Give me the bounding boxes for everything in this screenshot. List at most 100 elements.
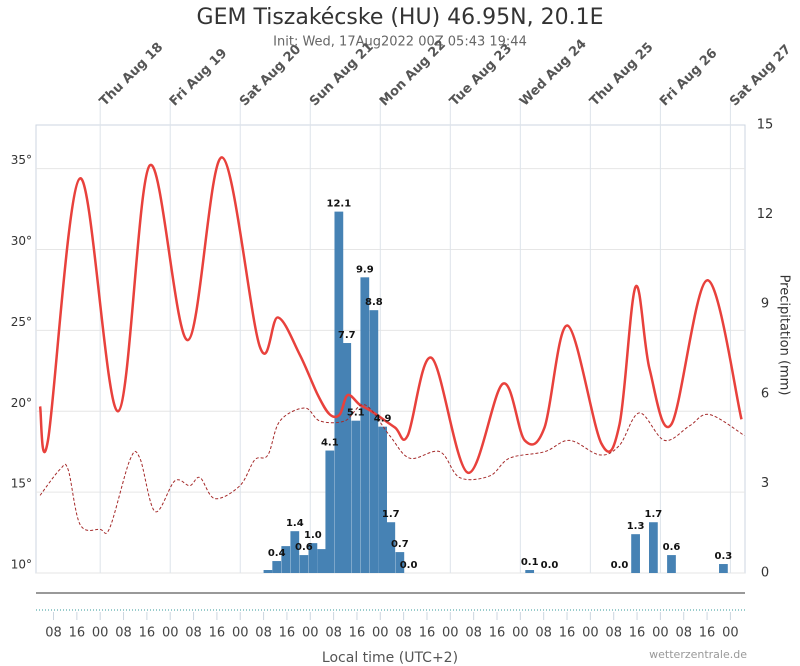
bar-label: 0.1	[521, 557, 539, 568]
bar	[308, 543, 318, 573]
x-tick-label: 08	[115, 626, 132, 641]
bar	[281, 546, 291, 573]
x-tick-label: 16	[629, 626, 646, 641]
x-tick-label: 08	[325, 626, 342, 641]
x-tick-label: 00	[652, 626, 669, 641]
day-label: Thu Aug 25	[587, 40, 656, 109]
y-tick-label: 10°	[11, 558, 32, 572]
bar-label: 1.4	[286, 518, 304, 529]
x-tick-label: 08	[535, 626, 552, 641]
bar-label: 8.8	[365, 297, 383, 308]
y-tick-label: 35°	[11, 153, 32, 167]
y2-tick-label: 15	[757, 118, 774, 133]
bar-label: 1.7	[382, 509, 400, 520]
bar-label: 7.7	[338, 330, 356, 341]
day-label: Sat Aug 20	[237, 42, 304, 109]
bar-label: 4.9	[374, 414, 392, 425]
y2-tick-label: 9	[761, 297, 769, 312]
x-tick-label: 00	[722, 626, 739, 641]
bar	[386, 522, 396, 573]
x-tick-label: 16	[69, 626, 86, 641]
day-label: Fri Aug 26	[657, 46, 720, 109]
x-tick-label: 16	[489, 626, 506, 641]
bar-label: 0.4	[268, 548, 286, 559]
x-tick-label: 08	[465, 626, 482, 641]
x-tick-label: 08	[185, 626, 202, 641]
day-label: Tue Aug 23	[447, 41, 515, 109]
x-tick-label: 16	[559, 626, 576, 641]
y-tick-label: 30°	[11, 234, 32, 248]
x-axis-label: Local time (UTC+2)	[322, 650, 458, 666]
bar-label: 0.3	[715, 551, 733, 562]
chart-subtitle: Init: Wed, 17Aug2022 00Z 05:43 19:44	[273, 35, 527, 50]
line	[39, 404, 745, 534]
bar	[360, 277, 370, 573]
x-tick-label: 16	[209, 626, 226, 641]
wind-strip	[36, 592, 745, 611]
x-tick-label: 16	[419, 626, 436, 641]
y2-tick-label: 3	[761, 476, 769, 491]
bar	[325, 450, 335, 573]
bar	[378, 426, 387, 573]
x-tick-label: 00	[232, 626, 249, 641]
day-label: Thu Aug 18	[97, 40, 166, 109]
day-label: Sat Aug 27	[727, 42, 794, 109]
bar	[272, 561, 282, 573]
bar-label: 12.1	[327, 199, 352, 210]
bar	[317, 549, 327, 573]
x-tick-label: 08	[45, 626, 62, 641]
x-tick-label: 00	[442, 626, 459, 641]
y2-axis-label: Precipitation (mm)	[777, 275, 792, 396]
y2-tick-label: 6	[761, 386, 769, 401]
bar-label: 4.1	[321, 438, 339, 449]
x-tick-label: 00	[302, 626, 319, 641]
y2-tick-label: 12	[757, 207, 774, 222]
x-tick-label: 00	[372, 626, 389, 641]
y-tick-label: 20°	[11, 396, 32, 410]
bar	[263, 570, 273, 573]
bar	[342, 343, 352, 573]
x-tick-label: 00	[162, 626, 179, 641]
x-tick-label: 00	[582, 626, 599, 641]
bar	[525, 570, 535, 573]
bar-label: 1.0	[304, 530, 322, 541]
bar-label: 0.6	[295, 542, 313, 553]
bar	[667, 555, 676, 573]
x-tick-label: 08	[255, 626, 272, 641]
x-tick-label: 08	[395, 626, 412, 641]
bar	[299, 555, 309, 573]
bar-label: 0.0	[400, 560, 418, 571]
chart-title: GEM Tiszakécske (HU) 46.95N, 20.1E	[197, 5, 604, 30]
bar-label: 1.3	[627, 521, 645, 532]
bar-label: 0.0	[611, 560, 629, 571]
x-tick-label: 16	[139, 626, 156, 641]
bar	[351, 420, 361, 573]
bar-label: 0.0	[541, 560, 559, 571]
x-tick-label: 00	[512, 626, 529, 641]
day-label: Sun Aug 21	[307, 40, 377, 110]
x-tick-label: 16	[349, 626, 366, 641]
bar-label: 5.1	[347, 408, 365, 419]
bar	[649, 522, 658, 573]
x-tick-label: 00	[92, 626, 109, 641]
bar	[290, 531, 300, 573]
bar-label: 0.7	[391, 539, 409, 550]
x-tick-label: 08	[675, 626, 692, 641]
x-tick-label: 16	[279, 626, 296, 641]
bar	[369, 310, 379, 573]
x-tick-label: 16	[699, 626, 716, 641]
bar-label: 9.9	[356, 264, 374, 275]
y2-tick-label: 0	[761, 566, 769, 581]
y-tick-label: 25°	[11, 315, 32, 329]
day-label: Wed Aug 24	[517, 37, 590, 110]
bar	[719, 564, 728, 573]
bar	[395, 552, 405, 573]
day-label: Fri Aug 19	[167, 46, 230, 109]
bar	[631, 534, 640, 573]
credit: wetterzentrale.de	[649, 648, 747, 661]
x-tick-label: 08	[605, 626, 622, 641]
y-tick-label: 15°	[11, 477, 32, 491]
bar-label: 1.7	[645, 509, 663, 520]
bar	[334, 211, 344, 573]
